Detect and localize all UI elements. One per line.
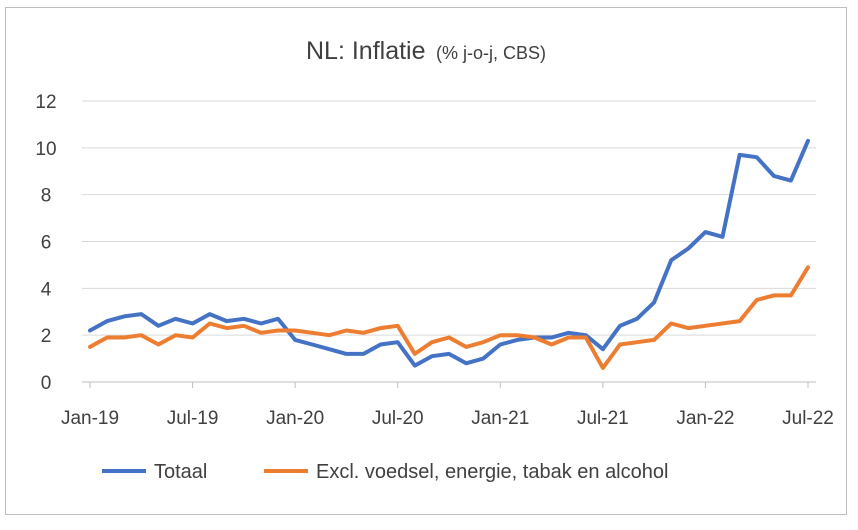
gridlines: [82, 100, 816, 383]
y-tick-label: 6: [41, 233, 52, 254]
x-tick-label: Jul-22: [782, 408, 834, 429]
x-tick-label: Jan-19: [61, 408, 119, 429]
x-tick-label: Jul-20: [372, 408, 424, 429]
x-tick-label: Jan-21: [471, 408, 529, 429]
series-line-totaal: [88, 138, 810, 368]
chart-title: NL: Inflatie (% j-o-j, CBS): [306, 37, 546, 65]
series-lines: [88, 138, 810, 370]
chart: NL: Inflatie (% j-o-j, CBS) 0 2 4 6 8 10 12 Ja…: [35, 37, 834, 483]
y-tick-label: 4: [41, 279, 52, 300]
series-line-kerninflatie: [88, 265, 810, 370]
x-tick-label: Jan-20: [266, 408, 324, 429]
y-axis-ticks: 0 2 4 6 8 10 12: [35, 92, 56, 394]
legend-label: Excl. voedsel, energie, tabak en alcohol: [316, 461, 668, 483]
y-tick-label: 0: [41, 373, 52, 394]
x-tick-label: Jan-22: [676, 408, 734, 429]
chart-frame: NL: Inflatie (% j-o-j, CBS) 0 2 4 6 8 10 12 Ja…: [5, 7, 847, 515]
chart-title-main: NL: Inflatie: [306, 37, 426, 65]
y-tick-label: 10: [35, 139, 56, 160]
legend: Totaal Excl. voedsel, energie, tabak en a…: [102, 461, 668, 483]
y-tick-label: 12: [35, 92, 56, 113]
x-tick-label: Jul-19: [167, 408, 219, 429]
x-tick-label: Jul-21: [577, 408, 629, 429]
chart-title-sub: (% j-o-j, CBS): [436, 43, 546, 63]
y-tick-label: 8: [41, 186, 52, 207]
x-axis-ticks: Jan-19 Jul-19 Jan-20 Jul-20 Jan-21 Jul-21 Jan-…: [61, 382, 834, 429]
legend-label: Totaal: [154, 461, 207, 483]
y-tick-label: 2: [41, 326, 52, 347]
